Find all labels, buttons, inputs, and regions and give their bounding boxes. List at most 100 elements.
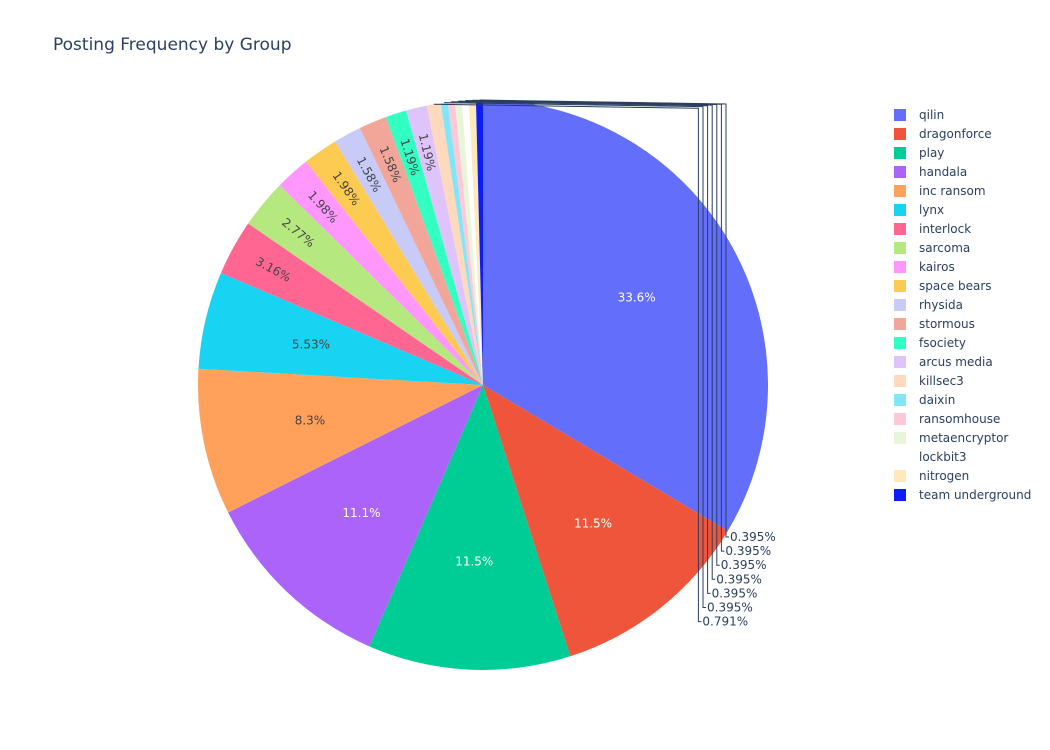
pie-slice-play[interactable]: [369, 385, 571, 670]
legend-label: inc ransom: [919, 184, 986, 198]
leader-line-metaencryptor: [458, 100, 716, 580]
legend-item-space-bears[interactable]: space bears: [894, 279, 992, 293]
slice-label-daixin: 0.395%: [707, 601, 753, 615]
slice-label-killsec3: 0.791%: [702, 615, 748, 629]
legend-swatch: [894, 318, 906, 330]
slice-label-play: 11.5%: [455, 554, 493, 568]
slice-label-lynx: 5.53%: [292, 338, 330, 352]
legend-swatch: [894, 356, 906, 368]
slice-label-lockbit3: 0.395%: [721, 558, 767, 572]
pie-slice-qilin[interactable]: [483, 100, 769, 531]
legend-swatch: [894, 185, 906, 197]
legend-item-killsec3[interactable]: killsec3: [894, 374, 964, 388]
pie-slice-ransomhouse[interactable]: [447, 101, 483, 386]
legend-label: fsociety: [919, 336, 966, 350]
pie-slice-interlock[interactable]: [220, 223, 483, 385]
legend-swatch: [894, 204, 906, 216]
legend-swatch: [894, 489, 906, 501]
pie-slice-sarcoma[interactable]: [248, 185, 483, 385]
legend-swatch: [894, 451, 906, 463]
pie-slice-lynx[interactable]: [198, 272, 483, 385]
leader-line-daixin: [444, 102, 706, 608]
slice-label-ransomhouse: 0.395%: [712, 586, 758, 600]
legend-item-rhysida[interactable]: rhysida: [894, 298, 963, 312]
slice-label-nitrogen: 0.395%: [725, 544, 771, 558]
legend-label: daixin: [919, 393, 955, 407]
legend-label: killsec3: [919, 374, 964, 388]
pie-slice-stormous[interactable]: [359, 117, 483, 385]
slice-label-handala: 11.1%: [342, 506, 380, 520]
legend-label: interlock: [919, 222, 971, 236]
legend-swatch: [894, 147, 906, 159]
pie-slice-space-bears[interactable]: [305, 141, 483, 385]
slice-label-dragonforce: 11.5%: [574, 516, 612, 530]
legend-item-handala[interactable]: handala: [894, 165, 967, 179]
slice-label-team-underground: 0.395%: [730, 530, 776, 544]
legend-swatch: [894, 394, 906, 406]
legend-label: dragonforce: [919, 127, 992, 141]
pie-slice-team-underground[interactable]: [475, 100, 483, 385]
legend-swatch: [894, 413, 906, 425]
legend-swatch: [894, 109, 906, 121]
legend-swatch: [894, 166, 906, 178]
leader-line-team-underground: [479, 99, 729, 538]
legend[interactable]: qilin dragonforce play handala inc ransom lyn…: [894, 108, 1031, 502]
slice-label-qilin: 33.6%: [618, 291, 656, 305]
legend-swatch: [894, 128, 906, 140]
legend-swatch: [894, 337, 906, 349]
leader-line-ransomhouse: [451, 101, 711, 594]
legend-label: sarcoma: [919, 241, 970, 255]
legend-swatch: [894, 223, 906, 235]
pie-slice-killsec3[interactable]: [426, 103, 483, 386]
legend-item-arcus-media[interactable]: arcus media: [894, 355, 993, 369]
legend-label: play: [919, 146, 944, 160]
legend-item-team-underground[interactable]: team underground: [894, 488, 1031, 502]
legend-item-kairos[interactable]: kairos: [894, 260, 955, 274]
legend-label: arcus media: [919, 355, 993, 369]
pie-slice-rhysida[interactable]: [335, 127, 483, 386]
legend-label: handala: [919, 165, 967, 179]
legend-item-interlock[interactable]: interlock: [894, 222, 971, 236]
pie-slice-fsociety[interactable]: [385, 110, 483, 385]
legend-swatch: [894, 242, 906, 254]
legend-label: lockbit3: [919, 450, 967, 464]
pie-slice-inc-ransom[interactable]: [197, 368, 483, 513]
legend-swatch: [894, 470, 906, 482]
legend-swatch: [894, 432, 906, 444]
pie-slice-kairos[interactable]: [279, 161, 483, 385]
leader-line-killsec3: [433, 103, 702, 623]
pie-slice-metaencryptor[interactable]: [454, 100, 483, 385]
legend-label: qilin: [919, 108, 944, 122]
legend-item-stormous[interactable]: stormous: [894, 317, 975, 331]
pie-slice-lockbit3[interactable]: [461, 100, 483, 385]
pie-slice-dragonforce[interactable]: [483, 385, 728, 657]
legend-item-lockbit3[interactable]: lockbit3: [894, 450, 967, 464]
legend-item-qilin[interactable]: qilin: [894, 108, 944, 122]
legend-item-play[interactable]: play: [894, 146, 944, 160]
legend-item-fsociety[interactable]: fsociety: [894, 336, 966, 350]
legend-label: team underground: [919, 488, 1031, 502]
legend-label: ransomhouse: [919, 412, 1000, 426]
legend-item-daixin[interactable]: daixin: [894, 393, 955, 407]
pie-slice-daixin[interactable]: [440, 102, 483, 385]
legend-item-inc-ransom[interactable]: inc ransom: [894, 184, 986, 198]
legend-item-ransomhouse[interactable]: ransomhouse: [894, 412, 1000, 426]
legend-item-lynx[interactable]: lynx: [894, 203, 944, 217]
legend-swatch: [894, 280, 906, 292]
legend-label: stormous: [919, 317, 975, 331]
legend-item-sarcoma[interactable]: sarcoma: [894, 241, 970, 255]
slice-label-inc-ransom: 8.3%: [295, 414, 326, 428]
legend-label: metaencryptor: [919, 431, 1008, 445]
pie-slice-handala[interactable]: [228, 385, 483, 647]
legend-label: space bears: [919, 279, 992, 293]
pie-slice-nitrogen[interactable]: [468, 100, 483, 385]
legend-item-metaencryptor[interactable]: metaencryptor: [894, 431, 1008, 445]
legend-swatch: [894, 299, 906, 311]
legend-swatch: [894, 261, 906, 273]
legend-label: lynx: [919, 203, 944, 217]
pie-slice-arcus-media[interactable]: [406, 105, 483, 385]
legend-label: rhysida: [919, 298, 963, 312]
legend-item-dragonforce[interactable]: dragonforce: [894, 127, 992, 141]
legend-item-nitrogen[interactable]: nitrogen: [894, 469, 969, 483]
